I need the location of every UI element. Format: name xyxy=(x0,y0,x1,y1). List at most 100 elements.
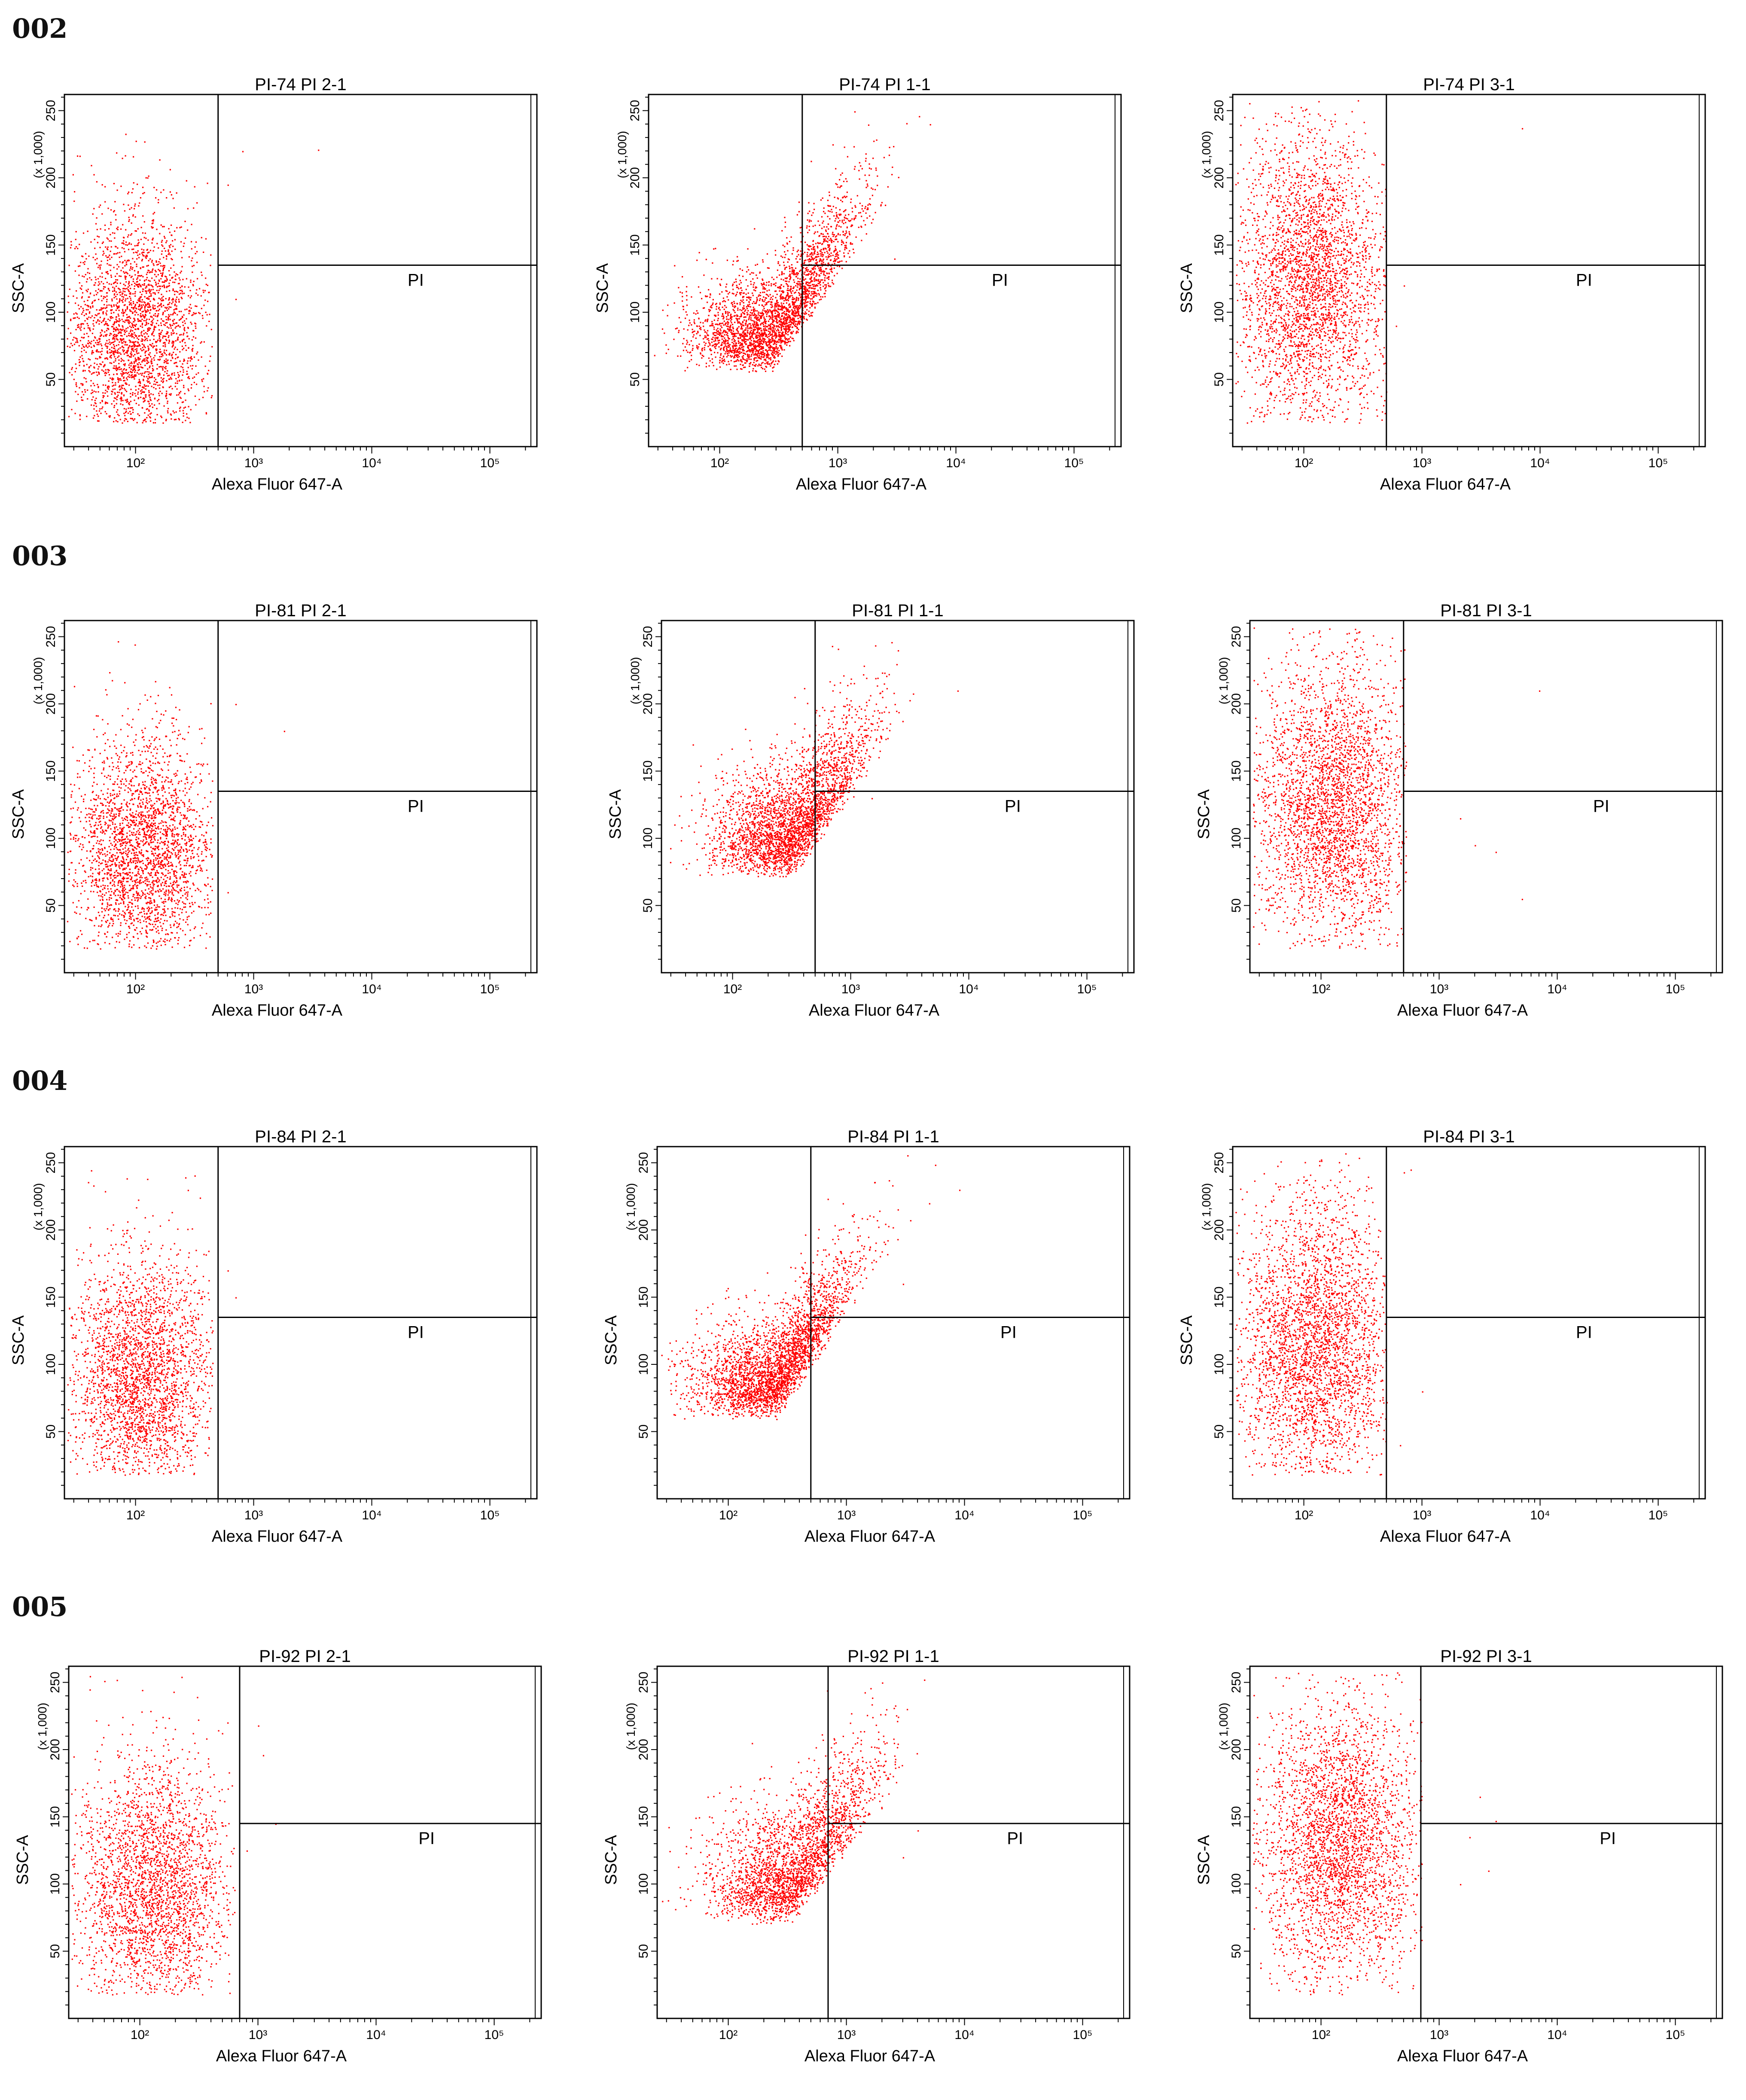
event-dot xyxy=(149,403,150,405)
event-dot xyxy=(812,272,814,274)
event-dot xyxy=(862,210,864,212)
event-dot xyxy=(192,339,193,341)
event-dot xyxy=(732,293,733,294)
event-dot xyxy=(149,373,151,374)
event-dot xyxy=(820,259,822,261)
event-dot xyxy=(760,351,762,353)
event-dot xyxy=(803,291,804,292)
event-dot xyxy=(164,287,165,288)
event-dot xyxy=(122,342,123,344)
event-dot xyxy=(127,273,128,274)
event-dot xyxy=(80,262,81,263)
event-dot xyxy=(70,241,72,242)
event-dot xyxy=(95,290,97,292)
event-dot xyxy=(752,320,753,321)
event-dot xyxy=(97,236,98,237)
event-dot xyxy=(123,351,124,352)
event-dot xyxy=(201,341,202,343)
event-dot xyxy=(826,268,827,269)
event-dot xyxy=(105,390,106,391)
event-dot xyxy=(789,326,791,327)
event-dot xyxy=(654,355,655,356)
event-dot xyxy=(172,298,174,299)
event-dot xyxy=(134,362,135,364)
event-dot xyxy=(823,207,825,209)
event-dot xyxy=(74,248,76,249)
event-dot xyxy=(760,341,762,342)
event-dot xyxy=(725,301,726,302)
event-dot xyxy=(163,305,164,306)
event-dot xyxy=(139,275,140,277)
event-dot xyxy=(184,330,185,331)
event-dot xyxy=(152,368,153,369)
event-dot xyxy=(193,312,194,313)
event-dot xyxy=(171,194,172,195)
event-dot xyxy=(751,313,753,314)
event-dot xyxy=(726,296,728,298)
event-dot xyxy=(815,243,817,244)
event-dot xyxy=(759,336,761,338)
event-dot xyxy=(145,314,146,315)
event-dot xyxy=(166,398,167,399)
event-dot xyxy=(766,330,767,331)
event-dot xyxy=(96,294,97,295)
event-dot xyxy=(145,256,146,258)
event-dot xyxy=(158,269,159,270)
event-dot xyxy=(192,271,193,273)
event-dot xyxy=(99,207,100,208)
event-dot xyxy=(84,377,85,378)
event-dot xyxy=(144,141,146,143)
event-dot xyxy=(807,256,808,257)
event-dot xyxy=(101,335,102,336)
event-dot xyxy=(716,323,718,325)
event-dot xyxy=(766,290,768,292)
event-dot xyxy=(815,231,816,233)
event-dot xyxy=(834,260,835,261)
event-dot xyxy=(784,311,785,312)
event-dot xyxy=(798,298,799,299)
event-dot xyxy=(844,255,845,256)
event-dot xyxy=(145,371,146,372)
event-dot xyxy=(154,377,155,378)
event-dot xyxy=(85,378,86,379)
event-dot xyxy=(835,168,836,169)
event-dot xyxy=(156,262,157,263)
event-dot xyxy=(716,345,717,347)
event-dot xyxy=(830,205,831,207)
event-dot xyxy=(176,305,177,307)
event-dot xyxy=(134,361,135,362)
event-dot xyxy=(749,317,750,319)
event-dot xyxy=(158,286,160,287)
event-dot xyxy=(152,365,153,366)
event-dot xyxy=(99,310,100,311)
event-dot xyxy=(176,308,177,310)
event-dot xyxy=(131,362,132,363)
event-dot xyxy=(137,314,139,315)
event-dot xyxy=(154,329,155,330)
event-dot xyxy=(138,382,139,383)
event-dot xyxy=(188,406,189,407)
event-dot xyxy=(694,321,695,323)
event-dot xyxy=(713,248,714,250)
event-dot xyxy=(134,349,136,350)
event-dot xyxy=(148,176,149,177)
event-dot xyxy=(809,229,810,231)
event-dot xyxy=(180,293,181,294)
event-dot xyxy=(847,253,849,254)
event-dot xyxy=(166,286,168,287)
event-dot xyxy=(792,326,793,328)
event-dot xyxy=(169,290,170,292)
event-dot xyxy=(776,344,777,345)
event-dot xyxy=(82,344,83,345)
event-dot xyxy=(156,368,158,369)
event-dot xyxy=(185,407,186,408)
event-dot xyxy=(696,333,697,334)
event-dot xyxy=(123,338,124,340)
event-dot xyxy=(154,380,155,382)
event-dot xyxy=(759,355,760,356)
event-dot xyxy=(877,176,878,177)
event-dot xyxy=(737,350,738,351)
event-dot xyxy=(153,318,154,320)
event-dot xyxy=(784,268,786,270)
event-dot xyxy=(124,260,125,261)
